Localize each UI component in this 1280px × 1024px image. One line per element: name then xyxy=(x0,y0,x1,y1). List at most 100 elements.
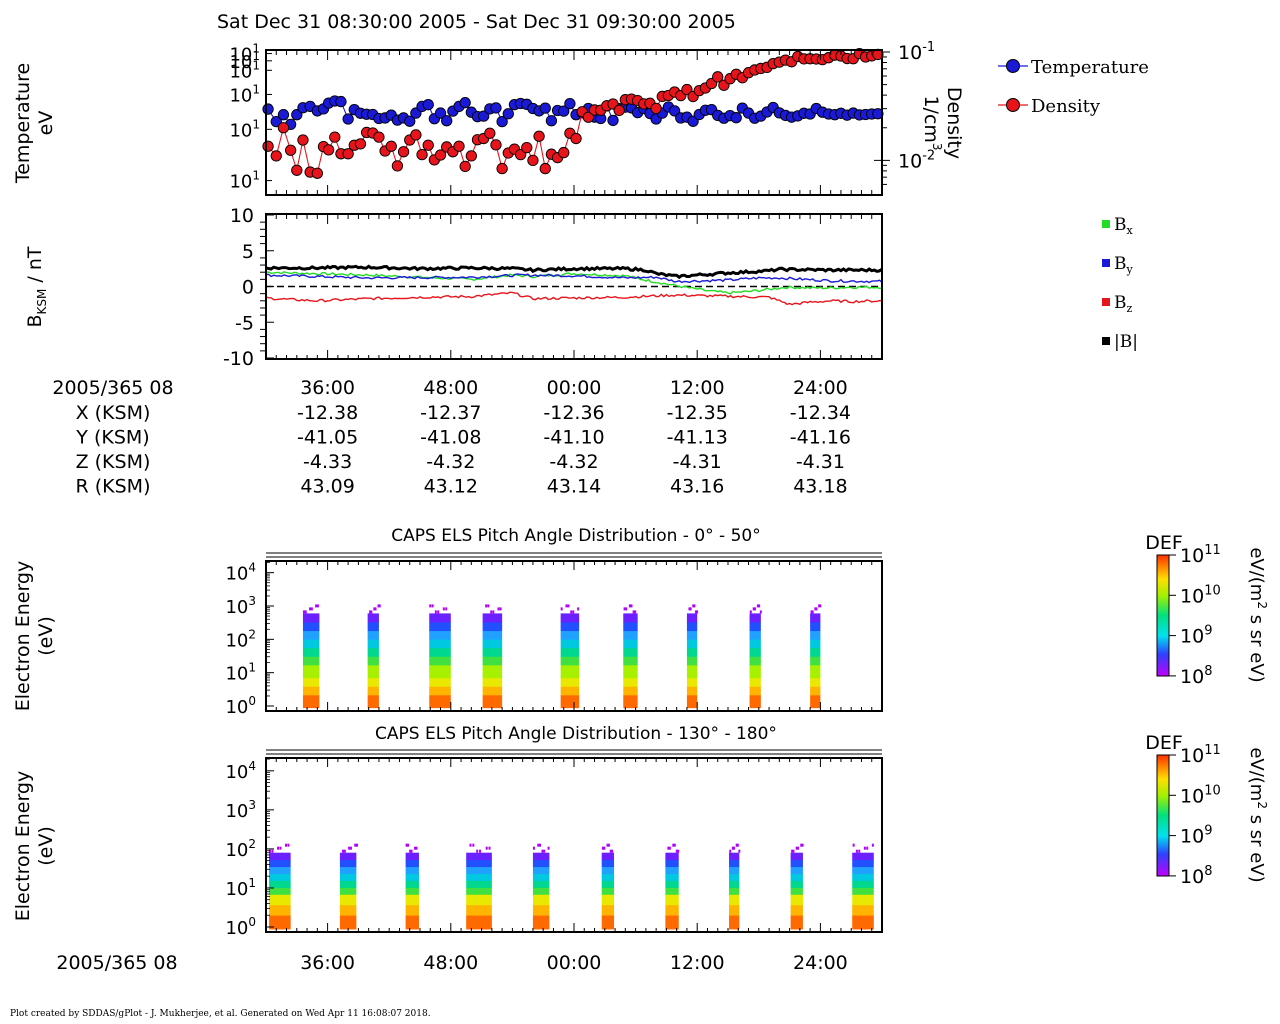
spectrogram-cell xyxy=(790,852,803,857)
spectrogram-cell xyxy=(339,856,357,861)
spectrogram-cell xyxy=(623,613,638,619)
spectrogram-cell xyxy=(269,856,291,861)
spectrogram-cell xyxy=(729,925,740,930)
spectrogram-cell xyxy=(367,621,379,627)
ephemeris-time-label: 12:00 xyxy=(670,377,725,399)
spectrogram-cell xyxy=(302,690,320,696)
spectrogram-cell xyxy=(665,922,679,926)
colorbar-label: DEF xyxy=(1145,732,1183,754)
spectrogram-cell xyxy=(482,669,503,674)
spectrogram-cell xyxy=(560,651,580,657)
spectrogram-speckle xyxy=(356,843,359,847)
spectrogram-cell xyxy=(623,694,638,700)
spectrogram-cell xyxy=(601,904,615,909)
spectrogram-cell xyxy=(665,863,679,868)
spectrogram-speckle xyxy=(370,610,373,614)
ephemeris-value: -41.16 xyxy=(790,427,851,449)
temperature-point xyxy=(459,97,471,109)
plasma-series xyxy=(262,47,884,194)
spectrogram-cell xyxy=(749,617,761,623)
spectrogram-speckle xyxy=(634,610,637,614)
spectrogram-speckle xyxy=(675,849,678,853)
spectrogram-cell xyxy=(466,883,492,888)
spectrogram-cell xyxy=(429,639,451,644)
spectrogram-speckle xyxy=(623,607,626,611)
spectrogram-cell xyxy=(601,890,615,895)
ephemeris-time-label: 24:00 xyxy=(793,377,848,399)
spectrogram-cell xyxy=(367,634,379,640)
spectrogram-cell xyxy=(532,918,550,923)
spectrogram-cell xyxy=(367,651,379,657)
els-pad-0-50-yunit: (eV) xyxy=(35,616,57,656)
spectrogram-cell xyxy=(601,894,615,899)
spectrogram-cell xyxy=(405,876,419,881)
spectrogram-cell xyxy=(429,651,451,657)
spectrogram-cell xyxy=(729,908,740,913)
spectrogram-cell xyxy=(367,660,379,666)
temperature-point xyxy=(490,102,502,114)
spectrogram-cell xyxy=(560,703,580,709)
temperature-tick-label: 101 xyxy=(229,42,260,66)
spectrogram-cell xyxy=(560,617,580,623)
spectrogram-cell xyxy=(810,613,821,619)
spectrogram-cell xyxy=(601,925,615,930)
spectrogram-cell xyxy=(810,690,821,696)
spectrogram-cell xyxy=(429,656,451,662)
spectrogram-cell xyxy=(466,897,492,902)
spectrogram-cell xyxy=(623,699,638,704)
temperature-point xyxy=(441,115,453,127)
spectrogram-cell xyxy=(686,651,698,657)
spectrogram-cell xyxy=(405,911,419,916)
spectrogram-speckle xyxy=(539,843,542,847)
ephemeris-value: 43.09 xyxy=(300,476,354,498)
spectrogram-cell xyxy=(302,626,320,632)
spectrogram-cell xyxy=(367,694,379,700)
spectrogram-cell xyxy=(269,883,291,888)
spectrogram-speckle xyxy=(632,610,635,614)
colorbar-tick-label: 109 xyxy=(1180,824,1212,848)
spectrogram-cell xyxy=(429,669,451,674)
spectrogram-cell xyxy=(852,908,874,913)
spectrogram-cell xyxy=(686,639,698,644)
spectrogram-cell xyxy=(532,922,550,926)
spectrogram-cell xyxy=(790,859,803,864)
els-pad-130-180-ylabel: Electron Energy xyxy=(12,771,34,922)
spectrogram-cell xyxy=(482,664,503,670)
spectrogram-speckle xyxy=(688,607,691,611)
spectrogram-cell xyxy=(466,922,492,926)
spectrogram-cell xyxy=(482,660,503,666)
spectrogram-speckle xyxy=(819,604,822,608)
spectrogram-cell xyxy=(665,908,679,913)
spectrogram-cell xyxy=(790,880,803,885)
spectrogram-cell xyxy=(749,621,761,627)
spectrogram-speckle xyxy=(692,604,695,608)
spectrogram-speckle xyxy=(630,604,633,608)
spectrogram-cell xyxy=(810,626,821,632)
density-tick-labels: 10-1 10-2 xyxy=(874,40,935,185)
spectrogram-cell xyxy=(482,703,503,709)
spectrogram-cell xyxy=(686,613,698,619)
ephemeris-row-label: X (KSM) xyxy=(76,402,151,424)
els-pad-130-180-spectrogram xyxy=(265,758,883,932)
spectrogram-cell xyxy=(482,656,503,662)
spectrogram-cell xyxy=(790,911,803,916)
spectrogram-cell xyxy=(560,681,580,687)
spectrogram-cell xyxy=(482,630,503,636)
spectrogram-cell xyxy=(405,894,419,899)
ephemeris-value: -4.32 xyxy=(426,451,475,473)
spectrogram-cell xyxy=(532,890,550,895)
spectrogram-speckle xyxy=(532,846,535,850)
spectrogram-cell xyxy=(852,863,874,868)
spectrogram-cell xyxy=(686,699,698,704)
spectrogram-cell xyxy=(367,703,379,709)
legend-label-by: By xyxy=(1114,254,1134,276)
plasma-legend: Temperature Density xyxy=(998,57,1149,117)
spectrogram-speckle xyxy=(565,604,568,608)
spectrogram-cell xyxy=(790,918,803,923)
els-pad-130-180-panel: CAPS ELS Pitch Angle Distribution - 130°… xyxy=(12,724,883,939)
spectrogram-cell xyxy=(749,673,761,679)
spectrogram-cell xyxy=(790,897,803,902)
spectrogram-cell xyxy=(466,925,492,930)
spectrogram-cell xyxy=(429,694,451,700)
